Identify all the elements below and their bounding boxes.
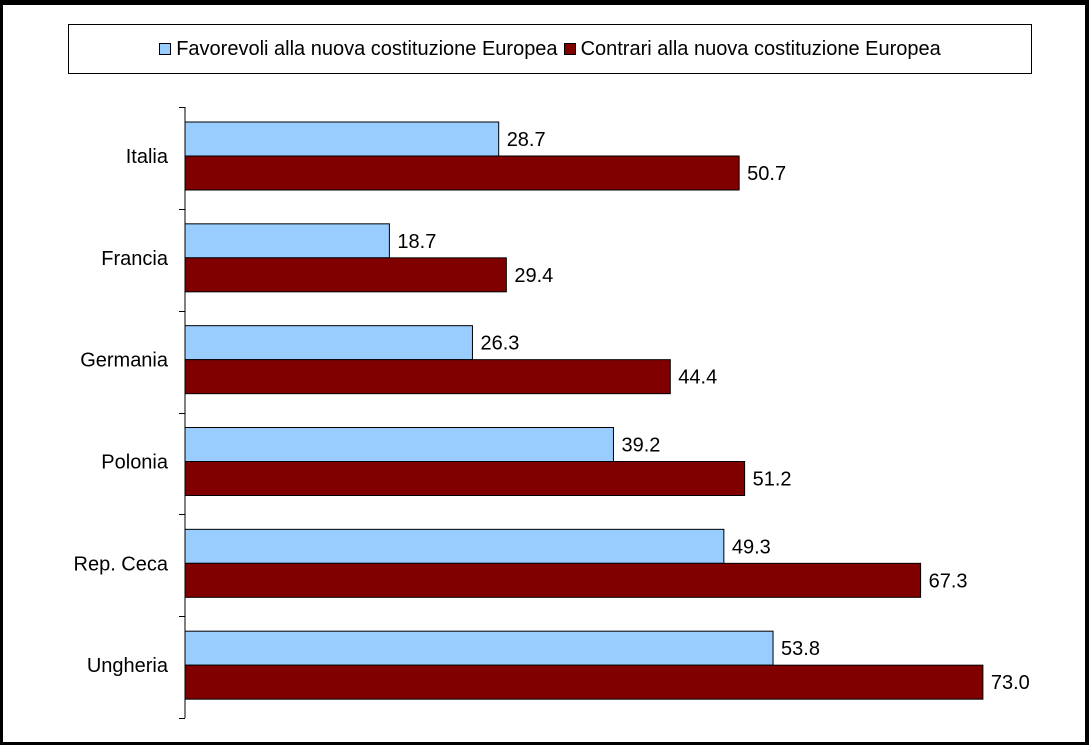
legend-label-favorevoli: Favorevoli alla nuova costituzione Europ… xyxy=(176,37,558,60)
data-label: 53.8 xyxy=(781,638,820,660)
category-label: Rep. Ceca xyxy=(74,553,169,575)
category-label: Francia xyxy=(101,248,169,270)
category-label: Ungheria xyxy=(87,655,169,677)
data-label: 44.4 xyxy=(678,367,717,389)
bar-contrari xyxy=(184,562,922,598)
bar-contrari xyxy=(184,359,671,395)
data-label: 49.3 xyxy=(732,536,771,558)
bar-contrari xyxy=(184,461,746,496)
data-label: 51.2 xyxy=(753,469,792,491)
bar-favorevoli xyxy=(184,325,473,361)
bar-favorevoli xyxy=(184,528,725,564)
data-label: 67.3 xyxy=(929,570,968,592)
category-label: Italia xyxy=(126,146,169,168)
data-label: 26.3 xyxy=(480,333,519,355)
category-label: Polonia xyxy=(101,452,169,474)
bar-contrari xyxy=(184,155,740,191)
bar-contrari xyxy=(184,257,507,293)
bar-favorevoli xyxy=(184,223,390,259)
legend-swatch-contrari xyxy=(563,43,576,55)
data-label: 39.2 xyxy=(621,435,660,457)
data-label: 73.0 xyxy=(991,672,1030,694)
category-label: Germania xyxy=(80,350,169,372)
legend-swatch-favorevoli xyxy=(159,43,172,55)
legend: Favorevoli alla nuova costituzione Europ… xyxy=(68,24,1032,74)
legend-label-contrari: Contrari alla nuova costituzione Europea xyxy=(580,37,941,60)
bar-contrari xyxy=(184,664,984,700)
data-label: 50.7 xyxy=(747,163,786,185)
legend-item-contrari: Contrari alla nuova costituzione Europea xyxy=(563,37,941,61)
bar-favorevoli xyxy=(184,630,774,666)
data-label: 28.7 xyxy=(507,129,546,151)
legend-item-favorevoli: Favorevoli alla nuova costituzione Europ… xyxy=(159,37,558,61)
bar-favorevoli xyxy=(184,121,500,157)
data-label: 18.7 xyxy=(397,231,436,253)
data-label: 29.4 xyxy=(514,265,553,287)
bar-favorevoli xyxy=(184,427,614,462)
